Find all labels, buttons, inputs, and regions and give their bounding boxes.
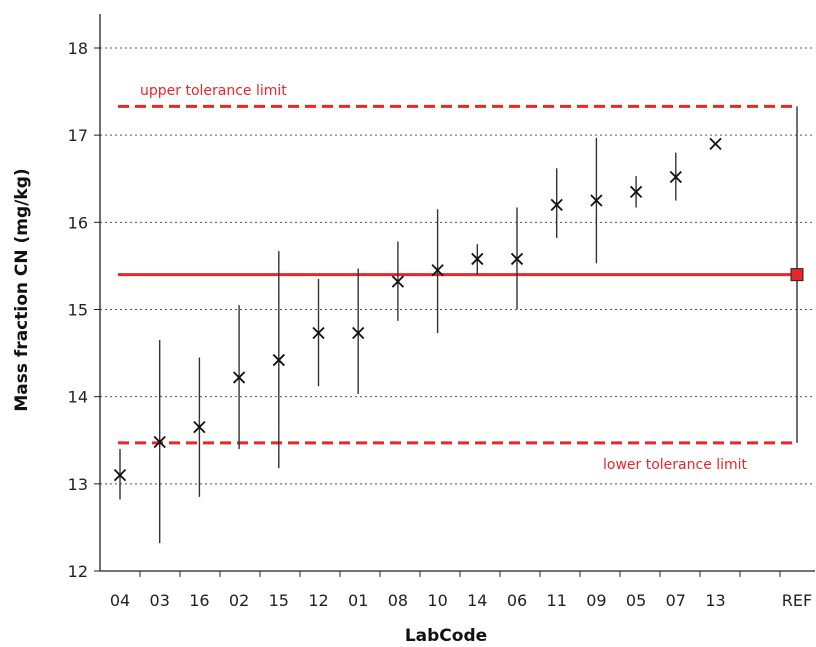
data-point-stroke bbox=[232, 371, 246, 384]
data-point bbox=[312, 326, 325, 340]
y-axis-title: Mass fraction CN (mg/kg) bbox=[12, 168, 32, 411]
x-tick-label: 02 bbox=[229, 591, 249, 610]
data-point-stroke bbox=[153, 435, 166, 449]
y-tick-label: 12 bbox=[68, 562, 88, 581]
tick-labels: 12 13 14 15 16 17 18 04 03 16 02 15 12 01 08 10 14 06 11 09… bbox=[68, 39, 813, 610]
x-tick-label: 01 bbox=[348, 591, 368, 610]
y-tick-label: 14 bbox=[68, 388, 88, 407]
data-point bbox=[669, 170, 682, 184]
x-tick-label: 03 bbox=[150, 591, 170, 610]
x-tick-label: 05 bbox=[626, 591, 646, 610]
x-tick-label: 11 bbox=[547, 591, 567, 610]
y-tick-label: 13 bbox=[68, 475, 88, 494]
x-tick-label: 09 bbox=[586, 591, 606, 610]
y-tick-label: 17 bbox=[68, 126, 88, 145]
x-tick-label: 13 bbox=[705, 591, 725, 610]
data-point-stroke bbox=[471, 252, 484, 266]
gridlines bbox=[100, 47, 815, 485]
data-point-stroke bbox=[590, 194, 603, 207]
data-point-stroke bbox=[193, 421, 206, 434]
axes bbox=[94, 14, 815, 577]
data-point bbox=[431, 264, 444, 277]
data-points bbox=[113, 137, 804, 482]
x-tick-label: 08 bbox=[388, 591, 408, 610]
x-tick-label: REF bbox=[782, 591, 812, 610]
data-point-stroke bbox=[272, 353, 285, 367]
x-tick-label: 15 bbox=[269, 591, 289, 610]
data-point-stroke bbox=[352, 326, 365, 340]
y-tick-label: 15 bbox=[68, 301, 88, 320]
data-point bbox=[550, 198, 563, 212]
data-point-stroke bbox=[550, 198, 563, 212]
lower-tolerance-label: lower tolerance limit bbox=[603, 457, 748, 473]
y-tick-label: 16 bbox=[68, 213, 88, 232]
data-point-stroke bbox=[391, 275, 405, 288]
data-point bbox=[232, 371, 246, 384]
data-point bbox=[352, 326, 365, 340]
data-point bbox=[709, 137, 722, 151]
x-tick-label: 12 bbox=[308, 591, 328, 610]
data-point bbox=[471, 252, 484, 266]
reference-point bbox=[790, 268, 804, 282]
x-axis-title: LabCode bbox=[405, 626, 487, 646]
error-bars bbox=[119, 106, 798, 544]
data-point-stroke bbox=[431, 264, 444, 277]
data-point bbox=[590, 194, 603, 207]
data-point-stroke bbox=[709, 137, 722, 151]
data-point bbox=[193, 421, 206, 434]
x-tick-label: 04 bbox=[110, 591, 130, 610]
x-tick-label: 07 bbox=[666, 591, 686, 610]
data-point-stroke bbox=[669, 170, 682, 184]
x-tick-label: 14 bbox=[467, 591, 487, 610]
data-point-stroke bbox=[113, 468, 127, 482]
x-tick-label: 10 bbox=[427, 591, 447, 610]
data-point bbox=[153, 435, 166, 449]
upper-tolerance-label: upper tolerance limit bbox=[140, 83, 287, 99]
y-tick-label: 18 bbox=[68, 39, 88, 58]
tolerance-lines bbox=[118, 104, 798, 445]
x-tick-label: 16 bbox=[189, 591, 209, 610]
data-point-stroke bbox=[629, 185, 643, 198]
data-point bbox=[113, 468, 127, 482]
x-tick-label: 06 bbox=[507, 591, 527, 610]
data-point bbox=[272, 353, 285, 367]
data-point-stroke bbox=[510, 252, 524, 266]
data-point bbox=[510, 252, 524, 266]
data-point bbox=[629, 185, 643, 198]
data-point-stroke bbox=[312, 326, 325, 340]
data-point bbox=[391, 275, 405, 288]
